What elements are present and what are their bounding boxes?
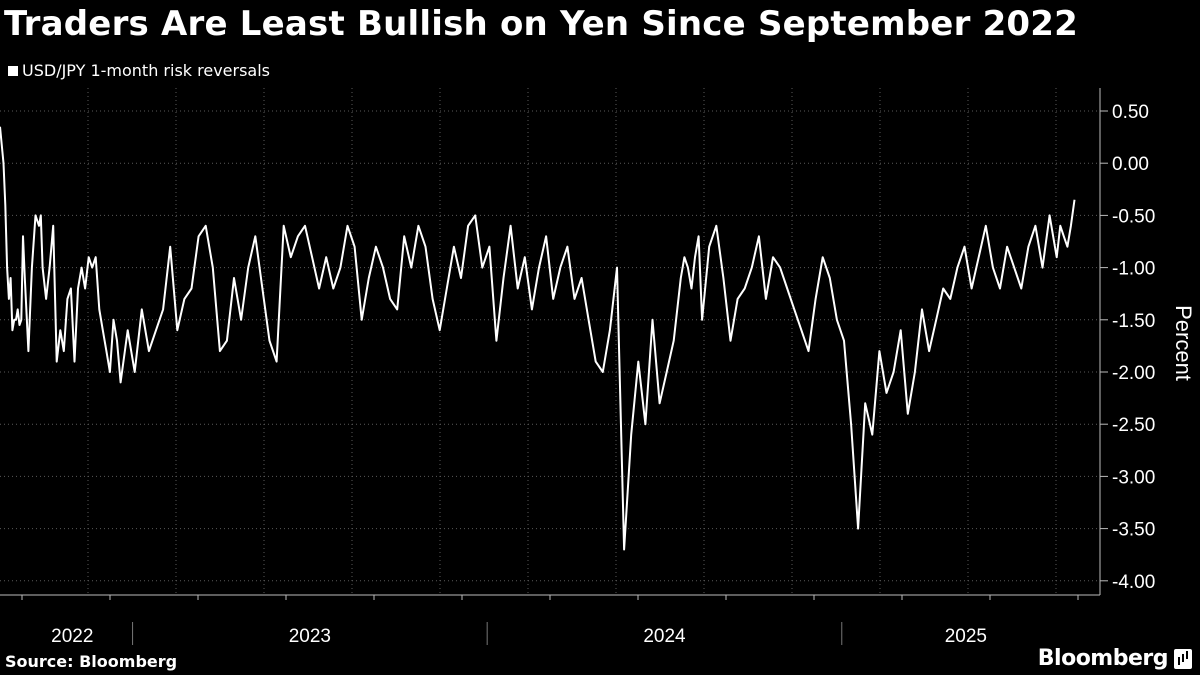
x-tick-label: 2024 [643, 626, 686, 647]
legend-swatch [8, 65, 18, 76]
x-tick-label: 2022 [51, 626, 93, 647]
x-tick-label: 2025 [945, 626, 987, 647]
legend: USD/JPY 1-month risk reversals [8, 61, 270, 80]
y-tick-label: -3.50 [1112, 520, 1155, 541]
y-tick-label: 0.00 [1112, 154, 1149, 175]
y-tick-label: -4.00 [1112, 572, 1155, 593]
y-tick-label: 0.50 [1112, 102, 1149, 123]
y-tick-label: -0.50 [1112, 206, 1155, 227]
legend-label: USD/JPY 1-month risk reversals [22, 61, 271, 80]
series-line [0, 126, 1076, 551]
y-tick-label: -2.50 [1112, 415, 1155, 436]
y-tick-label: -3.00 [1112, 467, 1155, 488]
source-note: Source: Bloomberg [5, 652, 178, 671]
x-tick-label: 2023 [289, 626, 331, 647]
chart-title: Traders Are Least Bullish on Yen Since S… [4, 4, 1078, 44]
y-tick-label: -1.50 [1112, 311, 1155, 332]
y-tick-label: -1.00 [1112, 259, 1155, 280]
bloomberg-logo: Bloomberg [1038, 646, 1192, 671]
y-tick-label: -2.00 [1112, 363, 1155, 384]
logo-text: Bloomberg [1037, 646, 1169, 671]
y-axis-label: Percent [1171, 305, 1196, 381]
chart-badge-icon [1174, 648, 1192, 669]
